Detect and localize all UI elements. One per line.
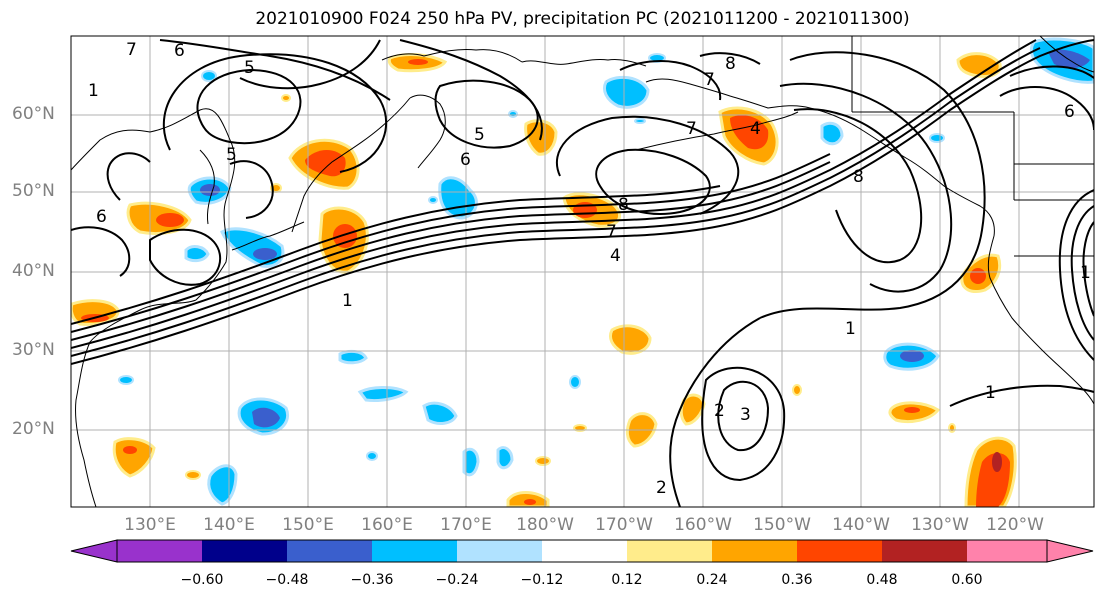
contour-label: 8 [725, 54, 736, 74]
colorbar-tick-label: 0.24 [696, 572, 728, 588]
lon-label: 140°W [832, 515, 890, 535]
contour-label: 7 [606, 222, 617, 242]
colorbar-segment [712, 540, 797, 562]
contour-label: 4 [610, 246, 621, 266]
contour-label: 6 [96, 207, 107, 227]
colorbar-tick-label: −0.48 [265, 572, 309, 588]
contour-label: 5 [474, 125, 485, 145]
lat-label: 30°N [12, 340, 55, 360]
pv-contours [71, 39, 1094, 507]
colorbar-tick-label: 0.12 [611, 572, 643, 588]
lon-label: 160°W [674, 515, 732, 535]
colorbar-tick-label: 0.36 [781, 572, 813, 588]
colorbar [70, 539, 1094, 563]
contour-label: 1 [845, 319, 856, 339]
colorbar-segment [797, 540, 882, 562]
colorbar-extend-low [70, 539, 118, 563]
colorbar-tick-label: −0.60 [180, 572, 224, 588]
map-title: 2021010900 F024 250 hPa PV, precipitatio… [255, 9, 910, 29]
lon-label: 150°E [282, 515, 334, 535]
colorbar-segment [967, 540, 1047, 562]
contour-label: 2 [714, 401, 725, 421]
contour-label: 5 [226, 145, 237, 165]
map-panel: 7 6 5 5 6 5 6 4 1 7 8 7 8 7 4 1 1 8 2 3 … [71, 36, 1094, 507]
colorbar-tick-label: −0.12 [520, 572, 564, 588]
lon-label: 140°E [203, 515, 255, 535]
contour-label: 7 [686, 119, 697, 139]
contour-label: 1 [88, 81, 99, 101]
lat-label: 50°N [12, 181, 55, 201]
contour-label-group: 7 6 5 5 6 5 6 4 1 7 8 7 8 7 4 1 1 8 2 3 … [88, 40, 1091, 498]
colorbar-tick-label: −0.24 [435, 572, 479, 588]
lon-label: 170°E [440, 515, 492, 535]
contour-label: 2 [656, 478, 667, 498]
lon-label: 130°W [911, 515, 969, 535]
contour-label: 1 [1080, 263, 1091, 283]
colorbar-extend-high [1046, 539, 1094, 563]
colorbar-tick-label: −0.36 [350, 572, 394, 588]
gridlines [71, 36, 1094, 507]
precipitation-shading [71, 37, 1094, 507]
contour-label: 6 [460, 150, 471, 170]
lon-label: 130°E [124, 515, 176, 535]
contour-label: 3 [740, 405, 751, 425]
colorbar-tick-label: 0.48 [866, 572, 898, 588]
contour-label: 7 [126, 40, 137, 60]
lat-label: 60°N [12, 104, 55, 124]
colorbar-segment [287, 540, 372, 562]
colorbar-segment [882, 540, 967, 562]
lon-label: 150°W [753, 515, 811, 535]
contour-label: 8 [853, 167, 864, 187]
contour-label: 6 [174, 41, 185, 61]
map-frame [70, 35, 1095, 508]
lon-label: 170°W [595, 515, 653, 535]
colorbar-segment [117, 540, 202, 562]
contour-label: 6 [1064, 102, 1075, 122]
lon-label: 160°E [361, 515, 413, 535]
contour-label: 4 [750, 119, 761, 139]
contour-label: 8 [618, 195, 629, 215]
coastlines [71, 36, 1094, 507]
colorbar-tick-label: 0.60 [951, 572, 983, 588]
colorbar-segment [542, 540, 627, 562]
contour-label: 7 [704, 70, 715, 90]
colorbar-segment [627, 540, 712, 562]
contour-label: 1 [342, 291, 353, 311]
lon-label: 120°W [986, 515, 1044, 535]
lon-label: 180°W [516, 515, 574, 535]
colorbar-segment [457, 540, 542, 562]
contour-label: 5 [244, 58, 255, 78]
lat-label: 40°N [12, 261, 55, 281]
colorbar-segment [202, 540, 287, 562]
contour-label: 1 [985, 383, 996, 403]
lat-label: 20°N [12, 419, 55, 439]
colorbar-segment [372, 540, 457, 562]
